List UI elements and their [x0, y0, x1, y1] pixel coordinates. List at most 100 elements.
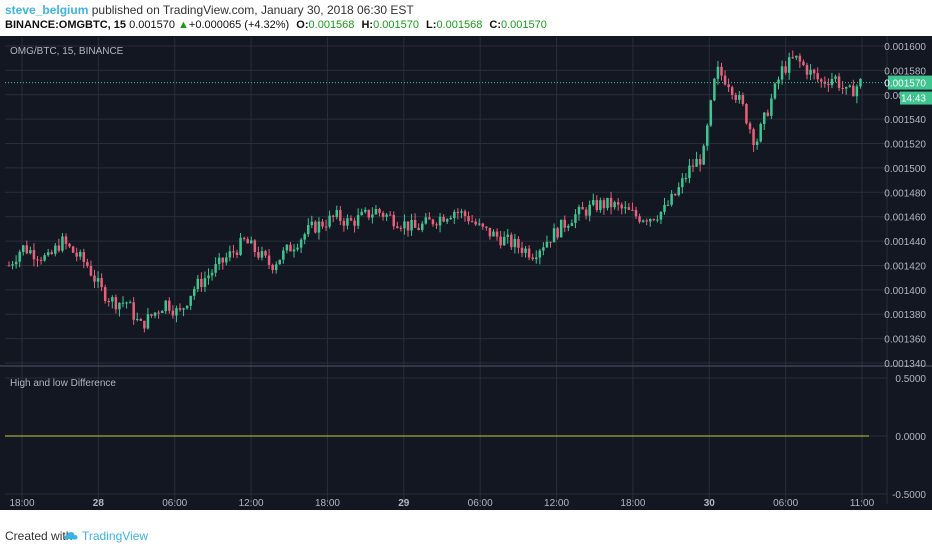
open-value: 0.001568	[308, 19, 355, 31]
candle-body	[620, 204, 623, 209]
candle-body	[75, 252, 78, 257]
candle-body	[542, 247, 545, 251]
time-tick-label: 11:00	[850, 498, 875, 509]
candle-body	[61, 236, 64, 251]
candle-body	[502, 236, 506, 246]
candle-body	[506, 234, 509, 237]
candle-body	[844, 86, 848, 89]
candle-body	[531, 257, 534, 260]
candle-body	[713, 78, 716, 101]
candle-body	[143, 320, 146, 329]
candle-body	[210, 272, 214, 276]
candle-body	[103, 287, 107, 301]
tradingview-cloud-icon[interactable]	[63, 528, 79, 544]
candle-body	[25, 245, 29, 254]
time-tick-label: 28	[93, 498, 105, 509]
candle-body	[39, 259, 43, 261]
candle-body	[57, 245, 61, 251]
candle-body	[11, 264, 14, 266]
candle-body	[449, 217, 452, 220]
chart-area[interactable]: 0.0016000.0015800.0015600.0015400.001520…	[0, 36, 932, 510]
candle-body	[474, 221, 477, 225]
candle-body	[616, 202, 620, 205]
time-tick-label: 06:00	[773, 498, 798, 509]
candle-body	[656, 219, 659, 221]
price-tick-label: 0.001540	[884, 115, 926, 126]
price-tick-label: 0.001420	[884, 261, 926, 272]
chart-header: steve_belgium published on TradingView.c…	[0, 0, 932, 36]
candle-body	[574, 214, 577, 224]
candle-body	[282, 250, 285, 260]
candle-body	[46, 252, 50, 256]
close-label: C:	[489, 19, 501, 31]
candle-body	[79, 251, 82, 257]
candle-body	[381, 212, 385, 217]
candle-body	[246, 239, 249, 244]
up-arrow-icon: ▲	[178, 19, 189, 31]
candle-body	[709, 100, 713, 126]
author-link[interactable]: steve_belgium	[5, 3, 89, 17]
candle-body	[520, 247, 524, 253]
candle-body	[463, 211, 467, 217]
candle-body	[734, 94, 737, 100]
candle-body	[816, 73, 819, 80]
candle-body	[175, 308, 178, 316]
time-tick-label: 30	[704, 498, 716, 509]
candle-body	[645, 220, 648, 222]
candle-body	[36, 259, 39, 261]
candle-body	[32, 250, 36, 260]
candle-body	[253, 240, 257, 253]
candle-body	[153, 312, 157, 316]
candle-body	[82, 251, 86, 263]
candle-body	[342, 220, 346, 226]
tradingview-brand[interactable]: TradingView	[82, 529, 149, 543]
candle-body	[556, 228, 559, 238]
candle-body	[609, 197, 613, 208]
candle-body	[445, 219, 449, 222]
candle-body	[848, 85, 851, 87]
candle-body	[513, 238, 517, 248]
candle-body	[235, 252, 239, 255]
candle-body	[748, 123, 752, 130]
candle-body	[787, 57, 791, 73]
candle-body	[478, 223, 481, 225]
quote-line: BINANCE:OMGBTC, 15 0.001570 ▲+0.000065 (…	[5, 19, 547, 31]
candle-body	[264, 251, 267, 256]
candle-body	[438, 216, 442, 226]
candle-body	[702, 145, 705, 165]
candle-body	[367, 209, 371, 218]
candle-body	[766, 112, 770, 116]
candle-body	[791, 57, 794, 59]
high-label: H:	[361, 19, 374, 31]
price-tick-label: 0.001340	[884, 359, 926, 370]
price-chart[interactable]: 0.0016000.0015800.0015600.0015400.001520…	[0, 36, 932, 510]
candle-body	[485, 226, 488, 228]
close-value: 0.001570	[501, 19, 547, 31]
candle-body	[567, 225, 570, 228]
candle-body	[777, 79, 780, 84]
candle-body	[68, 243, 71, 247]
time-tick-label: 12:00	[544, 498, 569, 509]
candle-body	[588, 204, 591, 216]
countdown-badge	[900, 91, 932, 105]
candle-body	[289, 244, 292, 252]
time-tick-label: 18:00	[620, 498, 645, 509]
candle-body	[378, 209, 381, 213]
candle-body	[641, 220, 645, 222]
candle-body	[200, 278, 203, 288]
candle-body	[428, 217, 431, 220]
price-tick-label: 0.001440	[884, 237, 926, 248]
price-tick-label: 0.001500	[884, 164, 926, 175]
candle-body	[812, 69, 816, 74]
candle-body	[324, 226, 328, 228]
candle-body	[321, 221, 324, 227]
candle-body	[759, 123, 762, 142]
candle-body	[805, 65, 809, 75]
candle-body	[196, 278, 200, 289]
candle-body	[424, 217, 428, 224]
candle-body	[339, 210, 342, 221]
candle-body	[86, 262, 89, 266]
candle-body	[649, 219, 652, 222]
candle-body	[360, 211, 363, 216]
candle-body	[602, 200, 606, 209]
